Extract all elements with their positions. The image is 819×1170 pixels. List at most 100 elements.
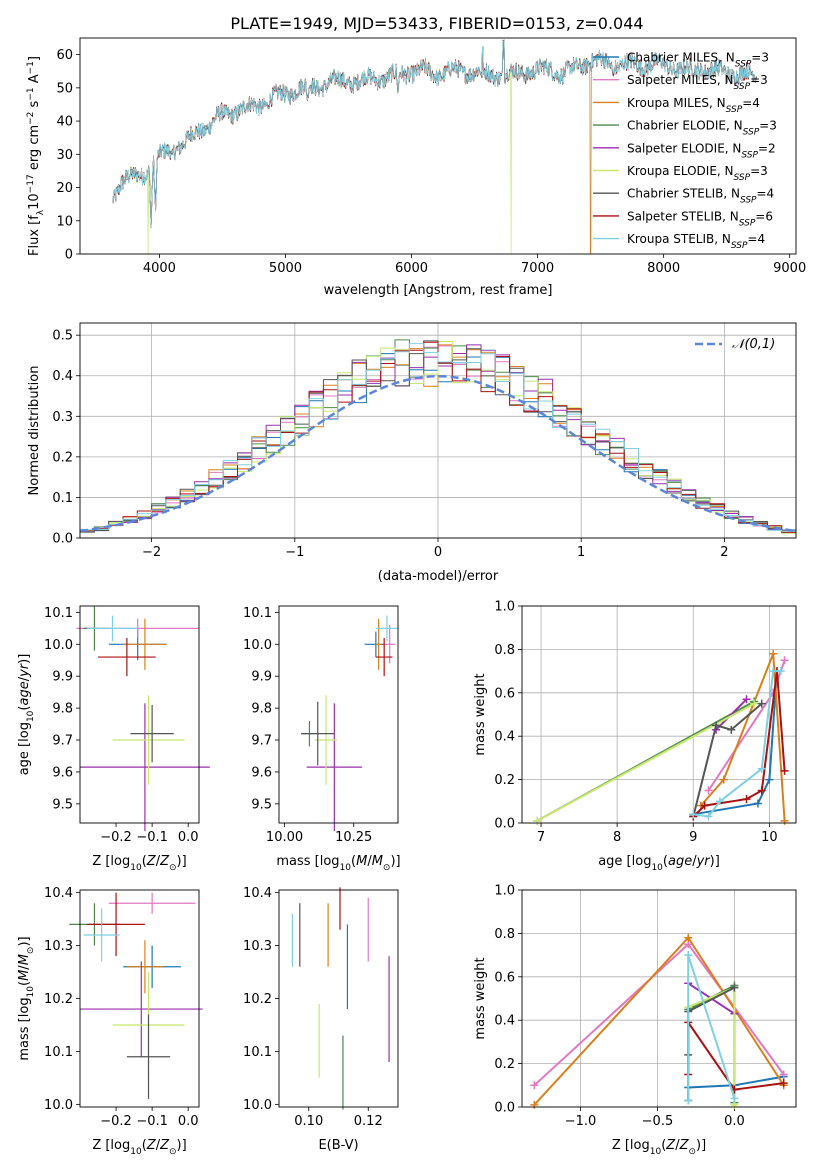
weight-marker — [780, 766, 789, 775]
y-tick-label: 9.8 — [251, 702, 272, 717]
y-tick-label: 10.4 — [44, 886, 73, 901]
plot-frame — [521, 605, 797, 824]
label-part: =3 — [750, 73, 768, 87]
legend-entry: Salpeter ELODIE, NSSP=2 — [627, 141, 776, 160]
label-part: Kroupa ELODIE, N — [627, 164, 734, 178]
plot-frame — [79, 889, 200, 1108]
weight-marker — [715, 797, 724, 806]
y-tick-label: 10.1 — [243, 606, 272, 621]
y-tick-label: 10.0 — [44, 1098, 73, 1113]
label-part: =4 — [747, 232, 765, 246]
plot-frame — [278, 889, 399, 1108]
x-tick-label: 10.25 — [335, 830, 372, 845]
y-tick-label: 0.4 — [52, 369, 73, 384]
weight-series-line — [533, 936, 785, 1106]
label-part: Chabrier ELODIE, N — [627, 119, 743, 133]
y-tick-label: 0.2 — [494, 1057, 515, 1072]
x-tick-label: 5000 — [269, 261, 302, 276]
label-part: )] — [177, 1138, 187, 1153]
label-part: ] — [27, 56, 42, 61]
label-part: ( — [17, 981, 32, 986]
label-part: ( — [661, 1138, 666, 1153]
label-part: 10 — [26, 986, 36, 998]
y-tick-label: 10.0 — [243, 1098, 272, 1113]
label-part: SSP — [741, 150, 758, 160]
label-part: SSP — [743, 128, 760, 138]
label-part: s — [27, 100, 42, 111]
weight-marker — [753, 799, 762, 808]
legend-entry: Kroupa STELIB, NSSP=4 — [627, 232, 765, 251]
x-tick-label: −0.1 — [136, 1114, 168, 1129]
label-part: )] — [17, 936, 32, 946]
label-part: / — [692, 854, 697, 869]
weight-marker — [776, 667, 785, 676]
label-part: E(B-V) — [318, 1138, 358, 1153]
label-part: age [log — [17, 722, 32, 775]
x-axis-label: mass [log10(M/M⊙)] — [276, 854, 400, 873]
x-tick-label: −0.2 — [100, 1114, 132, 1129]
label-part: 10 — [651, 863, 663, 873]
plot-frame — [521, 889, 797, 1108]
legend-entry: Chabrier ELODIE, NSSP=3 — [627, 119, 777, 138]
y-tick-label: 0.4 — [494, 730, 515, 745]
y-tick-label: 9.9 — [52, 670, 73, 685]
label-part: 10 — [340, 863, 352, 873]
label-part: 10 — [26, 710, 36, 722]
y-tick-label: 0.1 — [52, 491, 73, 506]
weight-marker — [779, 1070, 788, 1079]
y-tick-label: 0.0 — [494, 817, 515, 832]
label-part: Z [log — [92, 854, 130, 869]
x-axis-label: Z [log10(Z/Z⊙)] — [92, 854, 186, 873]
label-part: mass [log — [276, 854, 339, 869]
label-part: =6 — [755, 209, 773, 223]
figure-title: PLATE=1949, MJD=53433, FIBERID=0153, z=0… — [230, 14, 643, 33]
label-part: )] — [696, 1138, 706, 1153]
x-tick-label: 0.10 — [294, 1114, 323, 1129]
label-part: 10 — [130, 863, 142, 873]
weight-marker — [704, 786, 713, 795]
label-part: =3 — [751, 51, 769, 65]
x-axis-label: wavelength [Angstrom, rest frame] — [324, 283, 553, 298]
label-part: yr — [696, 854, 712, 869]
weight-marker — [750, 699, 759, 708]
label-part: mass [log — [17, 997, 32, 1060]
label-part: Z — [159, 854, 170, 869]
label-part: / — [156, 854, 161, 869]
y-tick-label: 10.0 — [44, 638, 73, 653]
weight-marker — [684, 933, 693, 942]
weight-series-line — [715, 698, 748, 731]
y-tick-label: 9.9 — [251, 670, 272, 685]
label-part: SSP — [726, 105, 743, 115]
spectrum-series-line — [112, 39, 758, 228]
x-axis-label: (data-model)/error — [378, 569, 499, 584]
x-tick-label: 0.0 — [178, 1114, 199, 1129]
label-part: −17 — [26, 174, 36, 193]
y-tick-label: 9.8 — [52, 702, 73, 717]
plot-frame — [79, 37, 797, 255]
y-tick-label: 0.3 — [52, 410, 73, 425]
label-part: =2 — [758, 141, 776, 155]
y-tick-label: 40 — [56, 115, 73, 130]
y-tick-label: 1.0 — [494, 600, 515, 615]
label-part: Flux [f — [27, 215, 42, 256]
label-part: SSP — [739, 218, 756, 228]
label-part: / — [367, 854, 372, 869]
label-part: Z — [665, 1138, 676, 1153]
legend-entry: Chabrier MILES, NSSP=3 — [627, 51, 769, 70]
label-part: ( — [17, 706, 32, 711]
y-axis-label: Flux [fλ10−17 erg cm−2 s−1 A−1] — [26, 56, 46, 256]
x-tick-label: 7 — [537, 830, 545, 845]
y-tick-label: 10 — [56, 214, 73, 229]
y-tick-label: 50 — [56, 81, 73, 96]
mass-vs-metallicity-panel: −0.2 −0.1 0.010.010.110.210.310.4Z [log10(… — [17, 886, 203, 1157]
weight-marker — [689, 810, 698, 819]
y-tick-label: 10.3 — [243, 939, 272, 954]
x-tick-label: −2 — [142, 545, 161, 560]
x-tick-label: −1.0 — [565, 1114, 597, 1129]
plot-frame — [79, 605, 200, 824]
y-tick-label: 60 — [56, 48, 73, 63]
label-part: ( — [351, 854, 356, 869]
y-tick-label: 9.6 — [52, 765, 73, 780]
